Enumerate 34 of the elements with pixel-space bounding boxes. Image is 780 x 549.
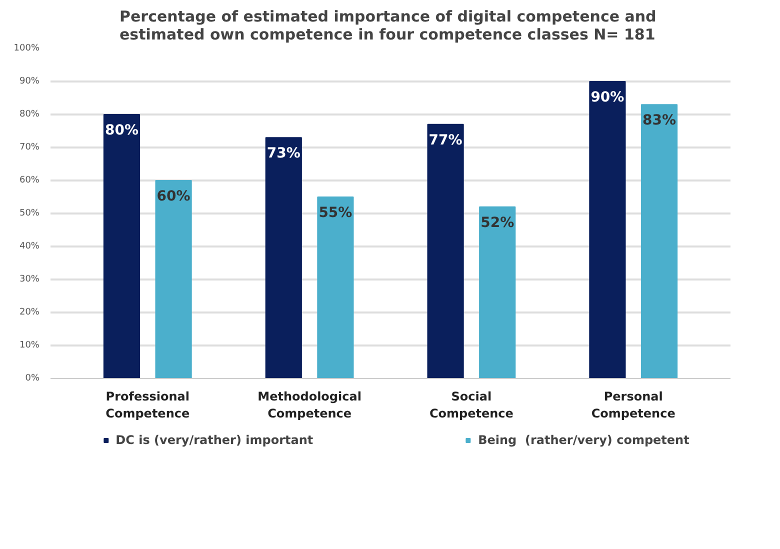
bar xyxy=(640,104,678,378)
bar xyxy=(589,81,626,378)
data-label: 55% xyxy=(318,205,352,221)
bar xyxy=(155,180,192,378)
bar xyxy=(479,206,516,378)
y-tick-label: 40% xyxy=(19,242,40,252)
data-label: 80% xyxy=(104,122,138,138)
data-label: 52% xyxy=(480,214,514,231)
y-tick-label: 60% xyxy=(19,176,40,186)
legend-label: DC is (very/rather) important xyxy=(116,433,314,447)
x-tick-label: Personal Competence xyxy=(591,390,676,420)
x-tick-label: Methodological Competence xyxy=(258,390,362,420)
y-tick-label: 90% xyxy=(19,76,40,86)
chart-title: Percentage of estimated importance of digital competence and estimated own competence in four competence classes N= 181 xyxy=(120,8,656,44)
x-tick-label: Professional Competence xyxy=(106,390,190,420)
bar xyxy=(265,137,302,378)
y-tick-label: 30% xyxy=(19,274,40,284)
y-tick-label: 80% xyxy=(19,110,40,120)
y-tick-label: 10% xyxy=(19,340,40,350)
legend-label: Being (rather/very) competent xyxy=(478,433,690,447)
bar xyxy=(103,114,140,378)
data-label: 73% xyxy=(266,146,300,162)
data-label: 83% xyxy=(642,112,676,129)
y-tick-label: 20% xyxy=(19,308,40,318)
y-tick-label: 50% xyxy=(19,208,40,218)
y-tick-label: 100% xyxy=(14,44,40,54)
data-label: 90% xyxy=(590,90,624,106)
x-tick-label: Social Competence xyxy=(429,390,514,420)
y-tick-label: 70% xyxy=(19,142,40,152)
y-tick-label: 0% xyxy=(25,374,40,384)
bar xyxy=(317,196,354,378)
data-label: 77% xyxy=(428,132,462,148)
bar xyxy=(427,124,464,378)
data-label: 60% xyxy=(156,188,190,204)
